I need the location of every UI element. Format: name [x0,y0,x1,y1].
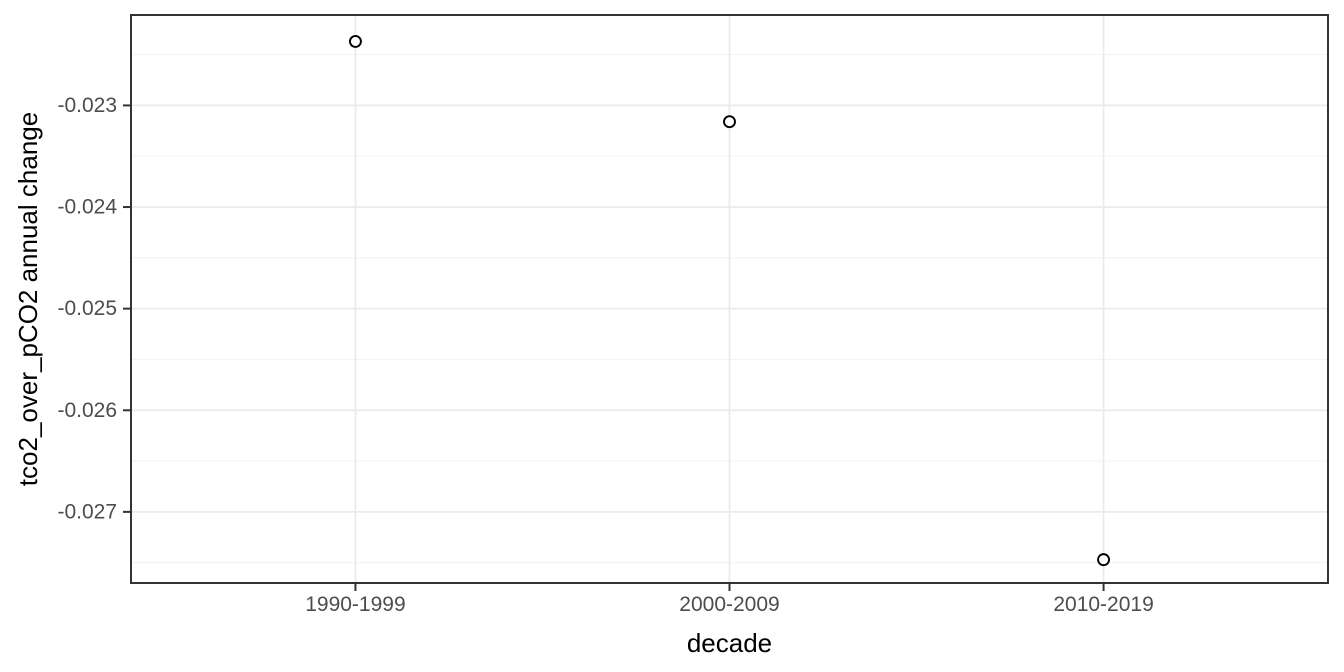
x-axis-title: decade [687,628,772,658]
data-point [723,115,736,129]
y-tick-label: -0.025 [57,297,117,320]
y-tick-label: -0.027 [57,500,117,523]
x-tick-label: 1990-1999 [305,593,405,616]
y-axis-title: tco2_over_pCO2 annual change [13,112,43,486]
x-tick-label: 2000-2009 [679,593,779,616]
x-tick-label: 2010-2019 [1053,593,1153,616]
y-tick-label: -0.026 [57,399,117,422]
y-tick-label: -0.024 [57,196,117,219]
y-tick-label: -0.023 [57,94,117,117]
data-point [1097,553,1111,567]
data-point [348,34,362,48]
